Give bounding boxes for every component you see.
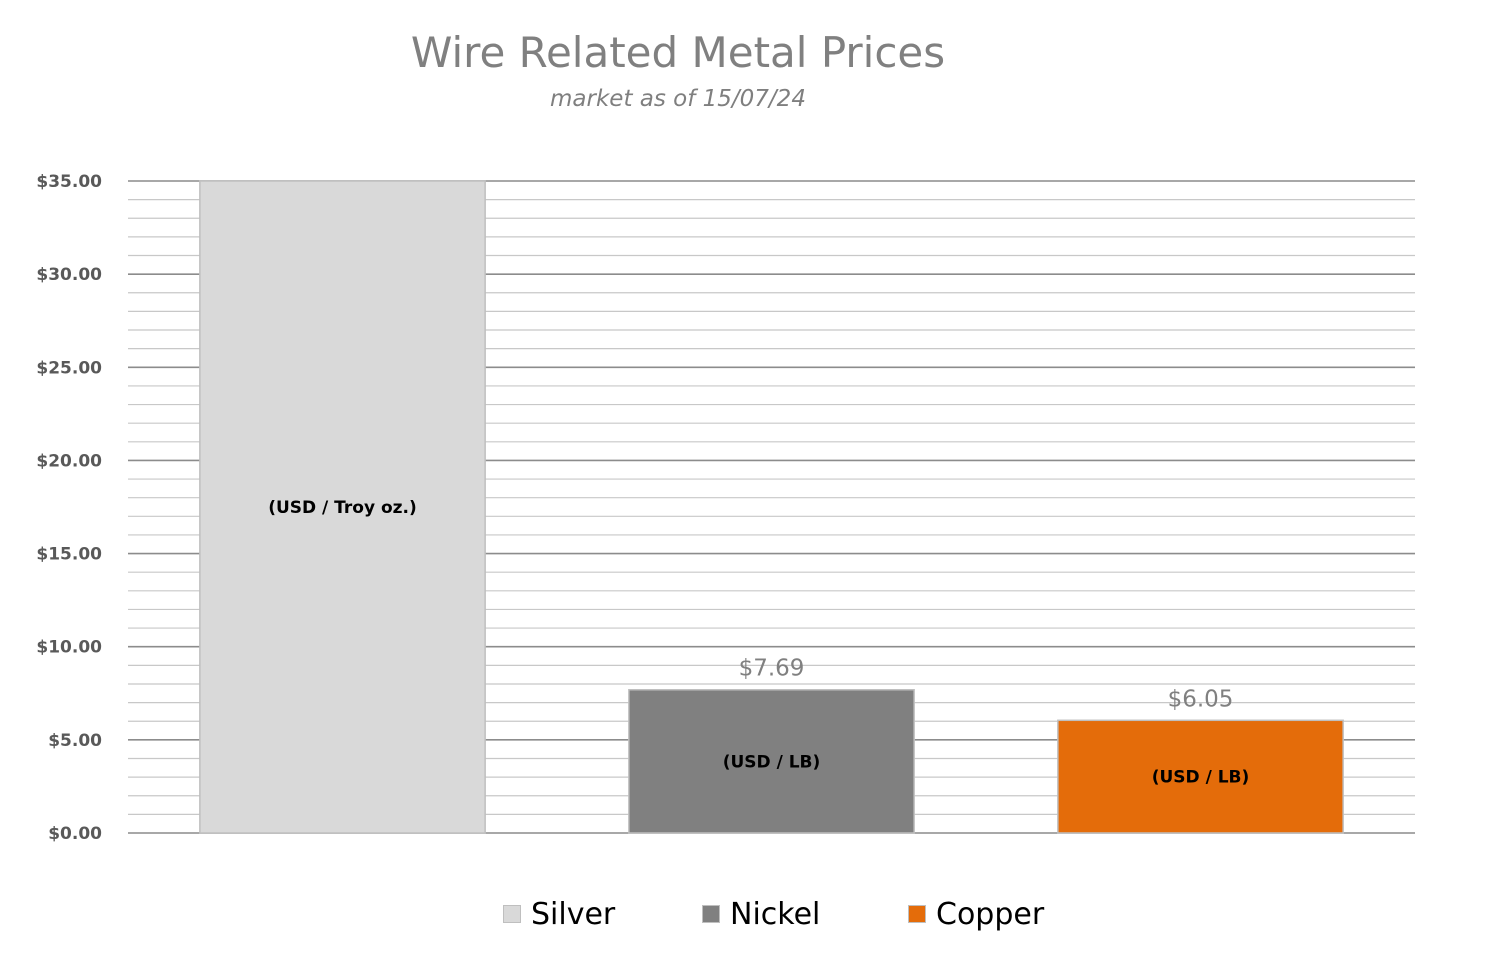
bar-unit-label: (USD / LB): [1152, 768, 1250, 788]
legend-item-copper: Copper: [908, 892, 1044, 936]
chart-title: Wire Related Metal Prices: [410, 28, 946, 77]
y-tick-label: $30.00: [36, 265, 102, 285]
y-tick-label: $35.00: [36, 172, 102, 192]
bar-unit-label: (USD / LB): [723, 752, 821, 772]
legend-swatch: [702, 905, 720, 923]
legend-swatch: [503, 905, 521, 923]
legend-label: Silver: [531, 896, 616, 932]
bar-nickel: [628, 688, 915, 834]
y-tick-label: $5.00: [48, 731, 102, 751]
legend-item-silver: Silver: [503, 892, 615, 936]
chart-subtitle: market as of 15/07/24: [550, 86, 806, 112]
bar-data-label: $7.69: [739, 656, 805, 682]
legend-label: Copper: [936, 896, 1045, 932]
bar-data-label: $6.05: [1168, 686, 1234, 712]
y-tick-label: $20.00: [36, 451, 102, 471]
legend-swatch: [908, 905, 926, 923]
y-tick-label: $25.00: [36, 358, 102, 378]
y-tick-label: $10.00: [36, 638, 102, 658]
chart-legend: Silver Nickel Copper: [0, 892, 1486, 936]
y-tick-label: $15.00: [36, 545, 102, 565]
legend-item-nickel: Nickel: [702, 892, 820, 936]
bar-copper: [1057, 719, 1344, 834]
bar-chart-plot: $0.00 $5.00 $10.00 $15.00 $20.00 $25.00 $30.00…: [36, 172, 1415, 844]
bar-unit-label: (USD / Troy oz.): [268, 498, 417, 518]
legend-label: Nickel: [730, 896, 821, 932]
bar-silver: [199, 180, 486, 834]
y-tick-label: $0.00: [48, 824, 102, 844]
